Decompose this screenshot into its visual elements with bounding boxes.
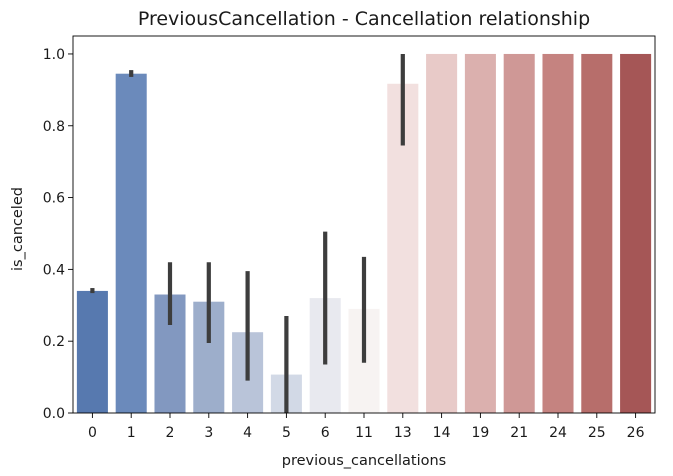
y-tick-label: 0.0 (43, 406, 65, 422)
x-tick-label: 3 (204, 425, 213, 441)
y-tick-label: 0.6 (43, 191, 65, 207)
y-axis-label: is_canceled (10, 187, 26, 271)
y-axis: 0.0 0.2 0.4 0.6 0.8 1.0 (43, 47, 73, 422)
bar-0 (76, 290, 108, 413)
x-tick-label: 4 (243, 425, 252, 441)
y-tick-label: 0.2 (43, 334, 65, 350)
x-tick-label: 26 (627, 425, 645, 441)
bar-14 (426, 53, 458, 413)
bar-21 (503, 53, 535, 413)
bar-1 (115, 73, 147, 413)
bar-25 (581, 53, 613, 413)
x-tick-label: 24 (549, 425, 567, 441)
x-tick-label: 1 (127, 425, 136, 441)
y-tick-label: 0.8 (43, 119, 65, 135)
errorbars-group (90, 53, 405, 413)
bar-19 (464, 53, 496, 413)
x-tick-label: 6 (321, 425, 330, 441)
x-tick-label: 13 (394, 425, 412, 441)
x-tick-label: 5 (282, 425, 291, 441)
x-tick-label: 25 (588, 425, 606, 441)
bars-group (76, 53, 652, 414)
chart-title: PreviousCancellation - Cancellation rela… (138, 8, 590, 30)
bar-26 (620, 53, 652, 413)
x-axis: 0 1 2 3 4 5 6 11 13 14 19 21 24 25 26 (88, 413, 645, 441)
x-tick-label: 19 (471, 425, 489, 441)
x-tick-label: 0 (88, 425, 97, 441)
x-axis-label: previous_cancellations (282, 453, 446, 469)
y-tick-label: 0.4 (43, 262, 65, 278)
bar-24 (542, 53, 574, 413)
x-tick-label: 14 (433, 425, 451, 441)
x-tick-label: 21 (510, 425, 528, 441)
x-tick-label: 11 (355, 425, 373, 441)
y-tick-label: 1.0 (43, 47, 65, 63)
x-tick-label: 2 (166, 425, 175, 441)
